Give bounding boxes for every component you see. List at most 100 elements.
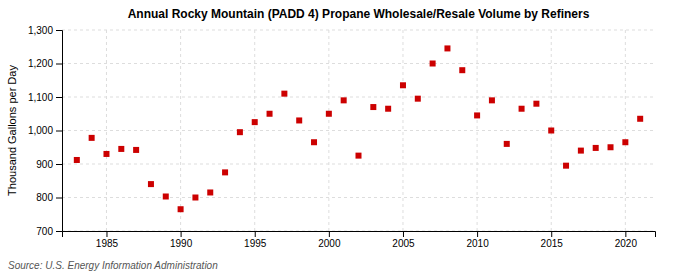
grid-line-y: [62, 97, 655, 98]
y-tick-mark: [56, 131, 62, 132]
point: [356, 153, 362, 159]
grid-line-x: [402, 30, 403, 231]
y-tick-mark: [56, 64, 62, 65]
x-tick: 1985: [96, 231, 119, 249]
x-tick-label: 2020: [615, 238, 638, 249]
x-tick-mark: [106, 231, 107, 237]
x-tick: 2020: [615, 231, 638, 249]
x-axis-line: [63, 232, 656, 238]
y-tick-mark: [56, 164, 62, 165]
y-tick-label: 1,300: [28, 25, 53, 36]
x-tick-label: 2005: [392, 238, 415, 249]
point: [207, 189, 213, 195]
point: [148, 181, 154, 187]
y-tick-mark: [56, 30, 62, 31]
point: [474, 112, 480, 118]
y-tick-label: 900: [36, 159, 53, 170]
point: [74, 157, 80, 163]
x-tick-mark: [255, 231, 256, 237]
point: [593, 145, 599, 151]
point: [237, 129, 243, 135]
y-tick: 1,000: [28, 125, 62, 136]
point: [430, 61, 436, 67]
point: [459, 67, 465, 73]
grid-line-y: [62, 130, 655, 131]
x-tick-mark: [403, 231, 404, 237]
y-tick: 700: [36, 226, 62, 237]
point: [163, 193, 169, 199]
grid-line-x: [625, 30, 626, 231]
title: Annual Rocky Mountain (PADD 4) Propane W…: [128, 7, 590, 21]
point: [118, 146, 124, 152]
x-tick: 2005: [392, 231, 415, 249]
source-note: Source: U.S. Energy Information Administ…: [8, 260, 218, 271]
y-axis: 700 800 900 1,000 1,100 1,200 1,300: [28, 25, 63, 237]
point: [415, 96, 421, 102]
grid: [62, 30, 655, 231]
x-tick: 1990: [170, 231, 193, 249]
point: [637, 116, 643, 122]
point: [578, 148, 584, 154]
point: [548, 128, 554, 134]
x-tick-label: 1995: [244, 238, 267, 249]
x-tick-label: 1990: [170, 238, 193, 249]
y-tick: 1,100: [28, 92, 62, 103]
point: [608, 144, 614, 150]
x-tick-mark: [551, 231, 552, 237]
x-tick-label: 2000: [318, 238, 341, 249]
y-tick-label: 1,200: [28, 58, 53, 69]
point: [222, 169, 228, 175]
point: [89, 135, 95, 141]
grid-line-y: [62, 30, 655, 31]
x-tick-mark: [477, 231, 478, 237]
point: [563, 163, 569, 169]
y-tick-label: 1,100: [28, 92, 53, 103]
point: [504, 141, 510, 147]
point: [400, 82, 406, 88]
x-tick-mark: [329, 231, 330, 237]
point: [281, 91, 287, 97]
x-tick-label: 2010: [466, 238, 489, 249]
point: [519, 106, 525, 112]
y-tick-label: 1,000: [28, 125, 53, 136]
point: [267, 111, 273, 117]
point: [341, 97, 347, 103]
y-tick-mark: [56, 198, 62, 199]
point: [311, 139, 317, 145]
point: [370, 104, 376, 110]
x-tick: 2010: [466, 231, 489, 249]
x-tick-label: 2015: [541, 238, 564, 249]
x-axis: 1985 1990 1995 2000 2005 2010 2015 2020: [63, 231, 656, 249]
point: [103, 151, 109, 157]
point: [385, 106, 391, 112]
x-tick-mark: [625, 231, 626, 237]
point: [444, 45, 450, 51]
chart: 1985 1990 1995 2000 2005 2010 2015 2020 700 800 90…: [0, 0, 675, 275]
y-tick-label: 800: [36, 192, 53, 203]
point: [622, 139, 628, 145]
grid-line-x: [180, 30, 181, 231]
point: [296, 117, 302, 123]
point: [133, 147, 139, 153]
point: [489, 97, 495, 103]
point: [326, 111, 332, 117]
x-tick: 2015: [541, 231, 564, 249]
y-tick-label: 700: [36, 226, 53, 237]
x-tick: 1995: [244, 231, 267, 249]
y-axis-line: [56, 31, 63, 232]
y-tick: 1,200: [28, 58, 62, 69]
x-tick-mark: [181, 231, 182, 237]
grid-line-y: [62, 63, 655, 64]
x-tick-label: 1985: [96, 238, 119, 249]
grid-line-y: [62, 197, 655, 198]
plot-area: 1985 1990 1995 2000 2005 2010 2015 2020 700 800 90…: [28, 25, 656, 249]
y-tick-mark: [56, 231, 62, 232]
point: [533, 101, 539, 107]
x-tick: 2000: [318, 231, 341, 249]
y-tick: 1,300: [28, 25, 62, 36]
y-tick: 800: [36, 192, 62, 203]
point: [178, 206, 184, 212]
y-tick: 900: [36, 159, 62, 170]
point: [252, 119, 258, 125]
points: [74, 45, 643, 212]
